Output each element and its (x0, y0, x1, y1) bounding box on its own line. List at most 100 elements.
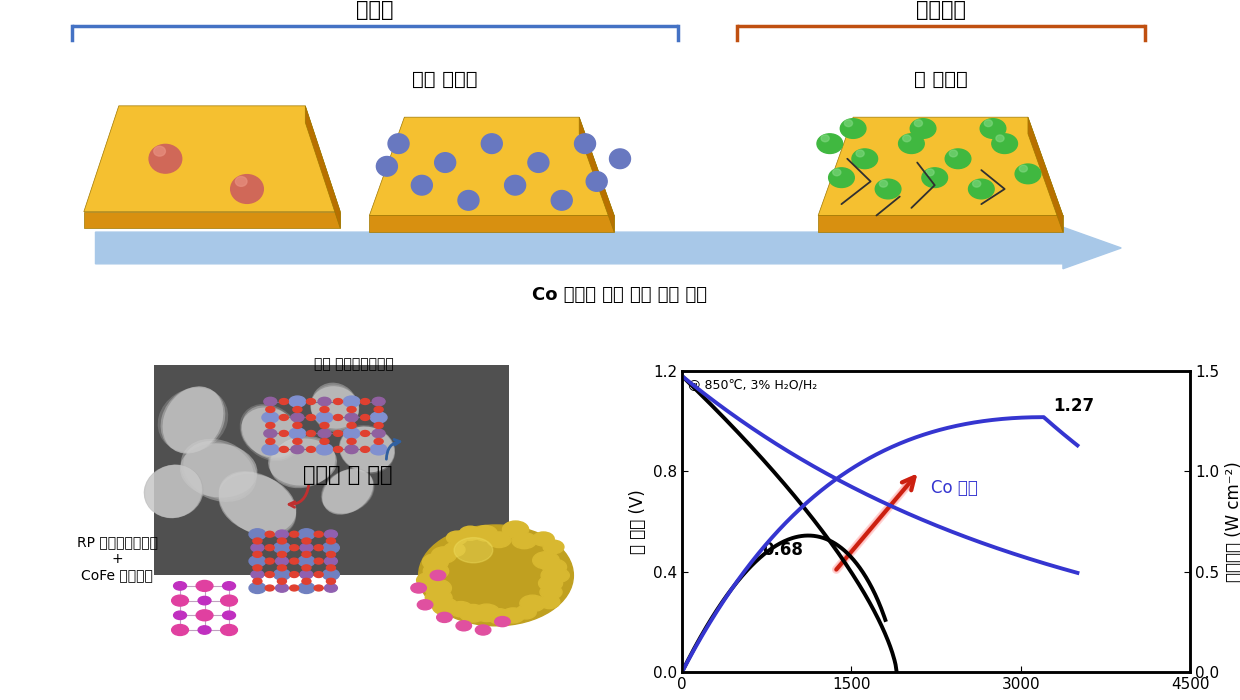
Circle shape (410, 583, 427, 593)
Circle shape (249, 582, 265, 594)
Circle shape (275, 530, 289, 538)
Ellipse shape (996, 135, 1004, 141)
Ellipse shape (145, 465, 202, 518)
Ellipse shape (926, 169, 934, 176)
Ellipse shape (910, 119, 936, 139)
Circle shape (290, 558, 299, 564)
Circle shape (223, 582, 236, 590)
Text: Co 도핑: Co 도핑 (930, 479, 977, 497)
Circle shape (314, 585, 324, 591)
Circle shape (265, 407, 275, 412)
Circle shape (306, 398, 315, 405)
Circle shape (290, 545, 299, 551)
Polygon shape (579, 117, 614, 232)
Circle shape (495, 617, 510, 626)
Circle shape (433, 598, 459, 615)
Circle shape (289, 428, 306, 439)
Circle shape (317, 398, 331, 406)
Ellipse shape (817, 134, 843, 153)
Circle shape (278, 578, 286, 584)
Circle shape (345, 445, 358, 454)
Circle shape (371, 444, 387, 455)
Circle shape (171, 595, 188, 606)
Ellipse shape (985, 120, 992, 127)
Circle shape (316, 412, 332, 423)
Text: 용출 극대화: 용출 극대화 (413, 70, 477, 89)
Circle shape (322, 569, 340, 580)
Circle shape (502, 521, 528, 538)
Circle shape (325, 530, 337, 538)
Circle shape (301, 552, 311, 557)
Circle shape (539, 595, 559, 608)
Circle shape (249, 556, 265, 566)
Circle shape (279, 398, 289, 405)
Circle shape (275, 584, 289, 592)
Circle shape (520, 595, 546, 612)
Circle shape (361, 414, 370, 421)
Ellipse shape (899, 134, 924, 153)
Text: Co 도핑에 의한 산소 공공 증가: Co 도핑에 의한 산소 공공 증가 (532, 286, 708, 304)
Ellipse shape (921, 168, 947, 188)
Ellipse shape (377, 157, 397, 176)
Ellipse shape (458, 190, 479, 210)
Polygon shape (84, 106, 340, 211)
Circle shape (474, 526, 497, 541)
Ellipse shape (828, 168, 854, 188)
Ellipse shape (821, 135, 830, 141)
Circle shape (262, 412, 279, 423)
Circle shape (274, 569, 290, 580)
Circle shape (196, 580, 213, 592)
Circle shape (293, 438, 301, 444)
Circle shape (293, 407, 301, 412)
Circle shape (374, 407, 383, 412)
Circle shape (250, 570, 264, 579)
Circle shape (314, 545, 324, 551)
Ellipse shape (852, 149, 878, 169)
Circle shape (253, 565, 262, 570)
Circle shape (487, 532, 511, 547)
Ellipse shape (269, 437, 336, 487)
Circle shape (317, 429, 331, 438)
Ellipse shape (610, 149, 630, 169)
Circle shape (345, 413, 358, 421)
Circle shape (198, 626, 211, 634)
Circle shape (300, 570, 312, 579)
Circle shape (253, 578, 262, 584)
FancyArrow shape (95, 228, 1121, 269)
Ellipse shape (903, 135, 911, 141)
Ellipse shape (218, 474, 296, 534)
Circle shape (533, 552, 559, 569)
Circle shape (221, 624, 237, 636)
Text: 1.27: 1.27 (1053, 397, 1094, 414)
Ellipse shape (339, 426, 396, 473)
Ellipse shape (505, 176, 526, 195)
Circle shape (430, 570, 445, 580)
Y-axis label: 출력밀도 (W cm⁻²): 출력밀도 (W cm⁻²) (1225, 461, 1240, 582)
Ellipse shape (388, 134, 409, 153)
Ellipse shape (914, 120, 923, 127)
Circle shape (372, 398, 386, 406)
Circle shape (249, 528, 265, 540)
Circle shape (325, 557, 337, 566)
Circle shape (325, 584, 337, 592)
Circle shape (361, 447, 370, 452)
Circle shape (456, 621, 471, 631)
Circle shape (291, 413, 304, 421)
Circle shape (262, 444, 279, 455)
Ellipse shape (218, 471, 296, 537)
Circle shape (265, 423, 275, 428)
Circle shape (314, 572, 324, 578)
Circle shape (361, 398, 370, 405)
Ellipse shape (950, 150, 957, 157)
Circle shape (347, 438, 356, 444)
Circle shape (223, 611, 236, 620)
Circle shape (539, 584, 562, 599)
Circle shape (265, 438, 275, 444)
Ellipse shape (1019, 165, 1028, 172)
Polygon shape (818, 117, 1063, 216)
Circle shape (343, 428, 360, 439)
Circle shape (301, 578, 311, 584)
Circle shape (264, 429, 277, 438)
Text: @ 850℃, 3% H₂O/H₂: @ 850℃, 3% H₂O/H₂ (688, 379, 817, 391)
Polygon shape (84, 211, 340, 228)
